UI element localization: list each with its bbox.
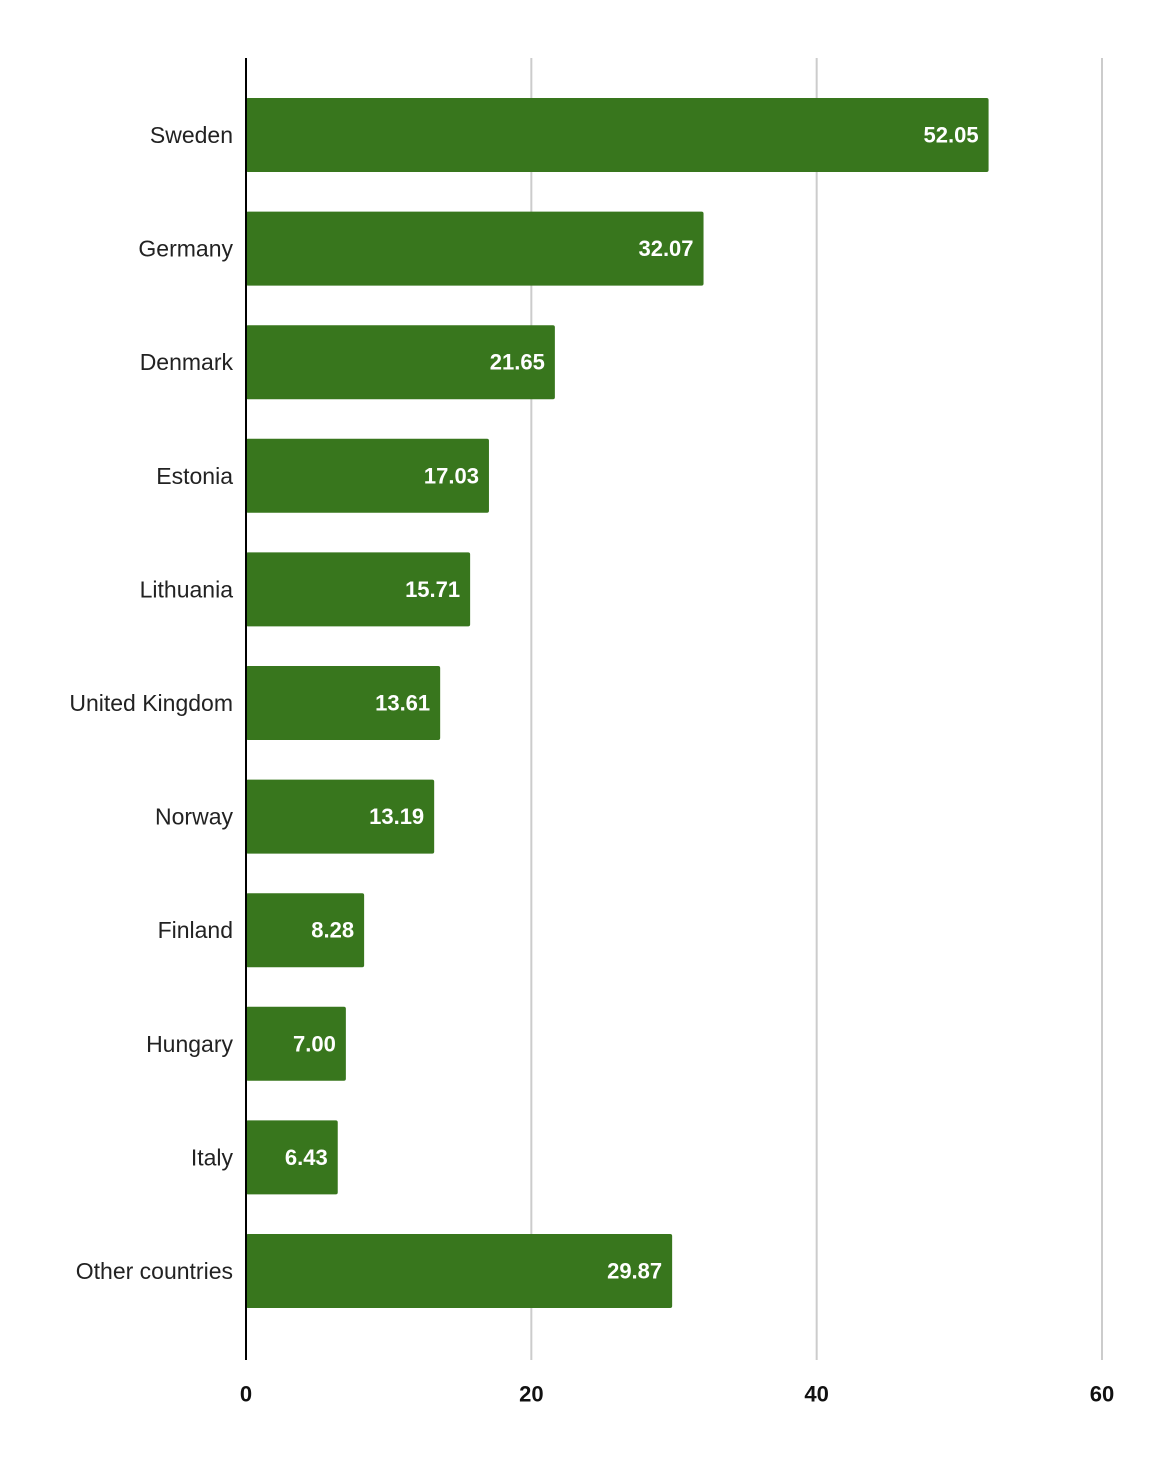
value-label-italy: 6.43 <box>285 1145 328 1170</box>
value-label-other-countries: 29.87 <box>607 1259 662 1284</box>
category-label-italy: Italy <box>191 1144 234 1170</box>
x-tick-label-20: 20 <box>519 1382 543 1407</box>
x-tick-label-40: 40 <box>804 1382 828 1407</box>
x-axis-tick-labels: 0 20 40 60 <box>240 1382 1114 1407</box>
category-label-lithuania: Lithuania <box>140 576 234 602</box>
value-label-hungary: 7.00 <box>293 1031 336 1056</box>
value-label-denmark: 21.65 <box>490 350 545 375</box>
bar-hungary <box>246 1006 346 1081</box>
bar-denmark <box>246 325 555 400</box>
category-label-denmark: Denmark <box>140 349 234 375</box>
category-label-norway: Norway <box>155 804 233 830</box>
value-label-germany: 32.07 <box>638 236 693 261</box>
bar-lithuania <box>246 552 471 627</box>
bar-italy <box>246 1120 338 1195</box>
category-labels: Sweden Germany Denmark Estonia Lithuania Unit… <box>69 122 233 1284</box>
bars <box>246 98 989 1308</box>
value-label-finland: 8.28 <box>311 918 354 943</box>
category-label-hungary: Hungary <box>146 1031 233 1057</box>
value-label-estonia: 17.03 <box>424 463 479 488</box>
bar-germany <box>246 211 704 286</box>
bar-sweden <box>246 98 989 172</box>
category-label-finland: Finland <box>158 917 233 943</box>
bar-other-countries <box>246 1234 673 1308</box>
category-label-estonia: Estonia <box>156 463 233 489</box>
bar-united-kingdom <box>246 666 441 740</box>
bar-finland <box>246 893 365 968</box>
category-label-united-kingdom: United Kingdom <box>69 690 233 716</box>
value-label-norway: 13.19 <box>369 804 424 829</box>
x-tick-label-0: 0 <box>240 1382 252 1407</box>
value-label-united-kingdom: 13.61 <box>375 691 430 716</box>
bar-estonia <box>246 438 489 513</box>
x-tick-label-60: 60 <box>1090 1382 1114 1407</box>
value-label-sweden: 52.05 <box>924 123 979 148</box>
value-labels: 52.05 32.07 21.65 17.03 15.71 13.61 13.19 8.28 7… <box>285 123 979 1284</box>
bar-norway <box>246 779 435 854</box>
category-label-sweden: Sweden <box>150 122 233 148</box>
category-label-other-countries: Other countries <box>76 1258 233 1284</box>
value-label-lithuania: 15.71 <box>405 577 460 602</box>
category-label-germany: Germany <box>138 236 233 262</box>
